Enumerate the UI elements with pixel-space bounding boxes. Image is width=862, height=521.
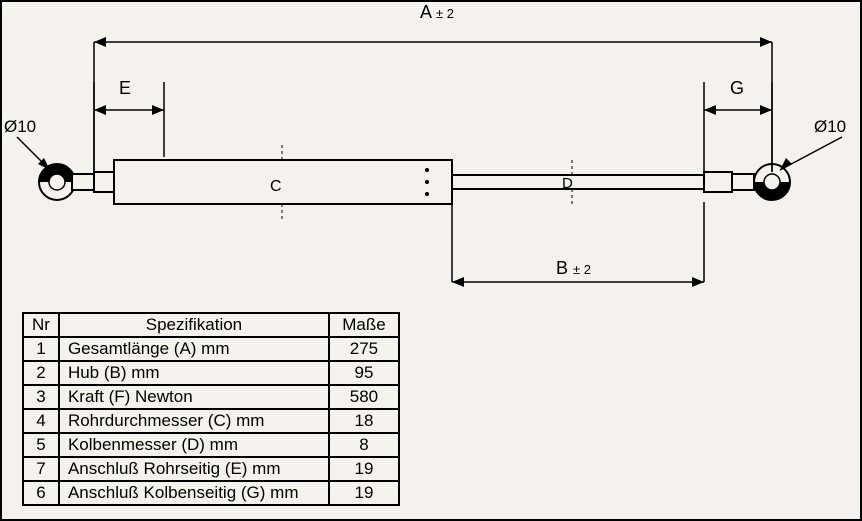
cell-nr: 4	[23, 409, 59, 433]
dim-a-label: A ± 2	[420, 2, 454, 23]
cell-val: 18	[329, 409, 399, 433]
cell-val: 95	[329, 361, 399, 385]
cell-val: 580	[329, 385, 399, 409]
header-nr: Nr	[23, 313, 59, 337]
dim-b-label: B ± 2	[556, 258, 591, 279]
header-val: Maße	[329, 313, 399, 337]
cell-val: 275	[329, 337, 399, 361]
cell-spec: Rohrdurchmesser (C) mm	[59, 409, 329, 433]
gas-spring-diagram	[2, 2, 862, 302]
dim-d-label: D	[562, 175, 573, 192]
table-header-row: Nr Spezifikation Maße	[23, 313, 399, 337]
diameter-left-label: Ø10	[4, 117, 36, 137]
table-row: 1Gesamtlänge (A) mm275	[23, 337, 399, 361]
cell-spec: Anschluß Rohrseitig (E) mm	[59, 457, 329, 481]
cell-val: 19	[329, 457, 399, 481]
table-row: 3Kraft (F) Newton580	[23, 385, 399, 409]
cell-spec: Anschluß Kolbenseitig (G) mm	[59, 481, 329, 505]
dim-c-label: C	[270, 178, 282, 196]
header-spec: Spezifikation	[59, 313, 329, 337]
technical-drawing: A ± 2 E G B ± 2 C D Ø10 Ø10	[2, 2, 862, 302]
diameter-right-label: Ø10	[814, 117, 846, 137]
cell-nr: 3	[23, 385, 59, 409]
dim-g-label: G	[730, 78, 744, 99]
table-row: 7Anschluß Rohrseitig (E) mm19	[23, 457, 399, 481]
cell-spec: Kolbenmesser (D) mm	[59, 433, 329, 457]
cell-val: 19	[329, 481, 399, 505]
specification-table: Nr Spezifikation Maße 1Gesamtlänge (A) m…	[22, 312, 400, 506]
table-row: 6Anschluß Kolbenseitig (G) mm19	[23, 481, 399, 505]
table-row: 5Kolbenmesser (D) mm8	[23, 433, 399, 457]
cell-val: 8	[329, 433, 399, 457]
cell-spec: Gesamtlänge (A) mm	[59, 337, 329, 361]
dim-e-label: E	[119, 78, 131, 99]
cell-nr: 7	[23, 457, 59, 481]
table-row: 2Hub (B) mm95	[23, 361, 399, 385]
cell-nr: 6	[23, 481, 59, 505]
cell-nr: 5	[23, 433, 59, 457]
cell-nr: 2	[23, 361, 59, 385]
cell-nr: 1	[23, 337, 59, 361]
cell-spec: Kraft (F) Newton	[59, 385, 329, 409]
table-row: 4Rohrdurchmesser (C) mm18	[23, 409, 399, 433]
cell-spec: Hub (B) mm	[59, 361, 329, 385]
